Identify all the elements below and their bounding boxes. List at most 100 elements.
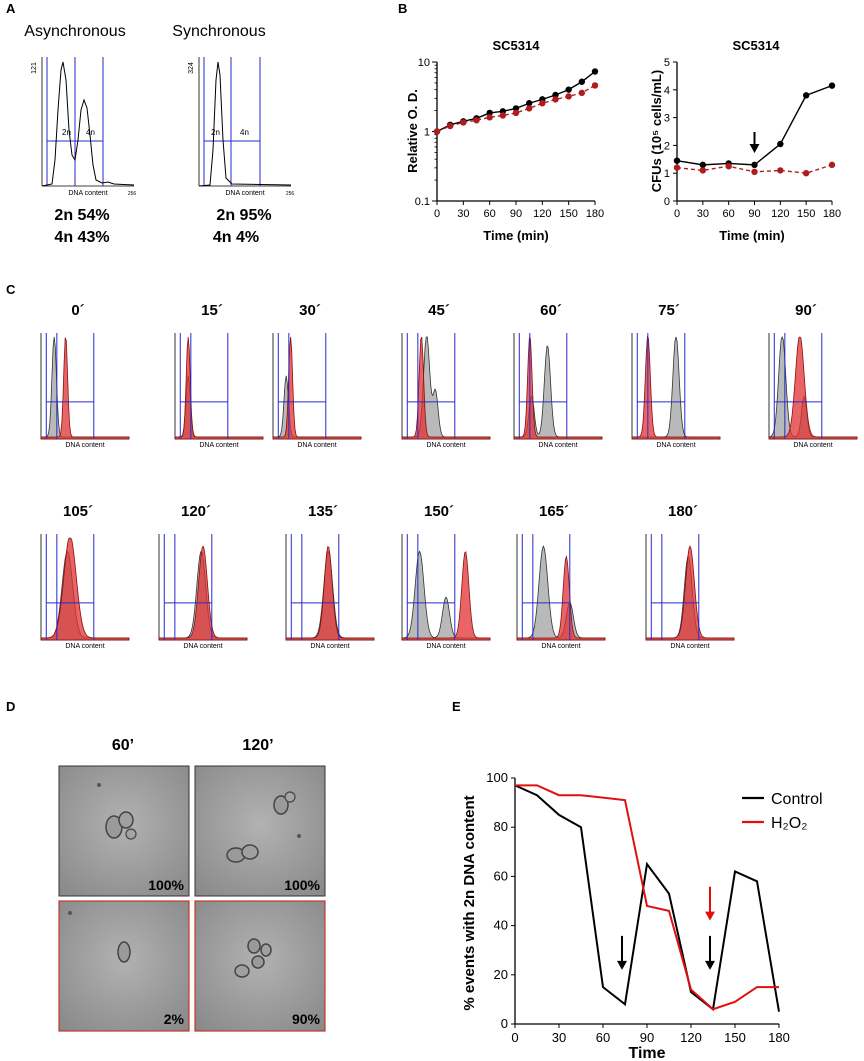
micrograph-control-60: 100% bbox=[58, 765, 190, 897]
data-point-h2o2 bbox=[578, 89, 586, 97]
histogram-xlabel: DNA content bbox=[656, 442, 695, 449]
x-tick-label: 120 bbox=[533, 208, 551, 220]
h2o2-distribution bbox=[513, 336, 603, 440]
y-tick-label: 0 bbox=[664, 196, 670, 208]
stat-2n-synchronous: 2n 95% bbox=[216, 207, 271, 224]
growth-chart-relative-od: 0 30 60 90 120 150 180 0.1 1 10 SC5314 Time (min) Re… bbox=[405, 38, 604, 243]
y-tick-label: 100 bbox=[486, 770, 508, 785]
x-tick-label: 120 bbox=[680, 1030, 702, 1045]
data-point-h2o2 bbox=[673, 164, 681, 171]
histogram-xmax-label: 256 bbox=[128, 191, 137, 197]
h2o2-distribution bbox=[40, 337, 130, 440]
data-point-h2o2 bbox=[828, 161, 836, 169]
arrow-head bbox=[705, 960, 715, 970]
data-point-control bbox=[828, 82, 836, 89]
timepoint-label: 75´ bbox=[658, 302, 680, 319]
h2o2-distribution bbox=[645, 545, 735, 641]
histogram-xlabel: DNA content bbox=[793, 442, 832, 449]
h2o2-distribution bbox=[272, 336, 362, 440]
histogram-time-4: 60´ DNA content bbox=[513, 302, 603, 449]
arrow-head bbox=[749, 144, 760, 153]
data-point-control bbox=[673, 157, 681, 164]
x-axis-label: Time bbox=[628, 1045, 665, 1061]
histogram-time-6: 90´ DNA content bbox=[768, 302, 858, 449]
panel-letter-a: A bbox=[6, 1, 16, 16]
histogram-trace bbox=[198, 61, 292, 187]
h2o2-distribution bbox=[516, 555, 606, 641]
x-tick-label: 150 bbox=[559, 208, 577, 220]
y-tick-label: 2 bbox=[664, 140, 670, 152]
x-tick-label: 30 bbox=[457, 208, 469, 220]
timepoint-label: 30´ bbox=[299, 302, 321, 319]
control-distribution bbox=[401, 550, 491, 641]
stat-4n-asynchronous: 4n 43% bbox=[54, 229, 109, 246]
data-point-h2o2 bbox=[433, 128, 441, 135]
h2o2-distribution bbox=[285, 546, 375, 641]
data-point-control bbox=[699, 161, 707, 169]
data-point-control bbox=[525, 100, 533, 107]
stat-2n-asynchronous: 2n 54% bbox=[54, 207, 109, 224]
h2o2-distribution bbox=[768, 336, 858, 440]
data-point-h2o2 bbox=[539, 100, 546, 107]
legend-label-control: Control bbox=[771, 791, 823, 808]
panel-letter-b: B bbox=[398, 1, 407, 16]
data-point-control bbox=[777, 140, 784, 148]
histogram-synchronous: 324 2n 4n DNA content 256 bbox=[188, 57, 294, 197]
micrograph-h2o2-120: 90% bbox=[194, 900, 326, 1032]
x-tick-label: 90 bbox=[748, 208, 760, 220]
y-tick-label: 0.1 bbox=[415, 196, 430, 208]
panel-letter-d: D bbox=[6, 699, 15, 714]
data-point-h2o2 bbox=[499, 112, 507, 119]
micrograph-h2o2-60: 2% bbox=[58, 900, 190, 1032]
h2o2-distribution bbox=[158, 545, 248, 641]
micrograph-percentage: 100% bbox=[148, 877, 184, 893]
stat-4n-synchronous: 4n 4% bbox=[213, 229, 259, 246]
y-tick-label: 1 bbox=[664, 168, 670, 180]
x-tick-label: 0 bbox=[434, 208, 440, 220]
histogram-time-8: 120´ DNA content bbox=[158, 503, 248, 650]
data-point-h2o2 bbox=[446, 122, 454, 130]
data-point-h2o2 bbox=[565, 93, 572, 100]
x-tick-label: 90 bbox=[640, 1030, 654, 1045]
histogram-time-5: 75´ DNA content bbox=[631, 302, 721, 449]
histogram-time-3: 45´ DNA content bbox=[401, 302, 491, 449]
data-point-control bbox=[578, 78, 586, 85]
micrograph-col-label-120: 120’ bbox=[242, 737, 273, 754]
timepoint-label: 60´ bbox=[540, 302, 562, 319]
h2o2-distribution bbox=[401, 551, 491, 641]
y-tick-label: 3 bbox=[664, 113, 670, 125]
histogram-xlabel: DNA content bbox=[538, 442, 577, 449]
data-point-h2o2 bbox=[591, 82, 599, 89]
y-tick-label: 20 bbox=[494, 967, 508, 982]
x-tick-label: 60 bbox=[596, 1030, 610, 1045]
data-point-control bbox=[591, 68, 599, 75]
data-point-h2o2 bbox=[699, 167, 707, 174]
data-point-h2o2 bbox=[473, 117, 480, 124]
data-point-control bbox=[751, 161, 758, 169]
data-point-h2o2 bbox=[802, 170, 810, 177]
panel-c-histogram-grid: 0´ DNA content 15´ DNA content 30´ DNA conten… bbox=[40, 302, 858, 650]
data-point-control bbox=[486, 109, 493, 117]
histogram-time-0: 0´ DNA content bbox=[40, 302, 130, 449]
y-tick-label: 80 bbox=[494, 819, 508, 834]
timepoint-label: 120´ bbox=[181, 503, 211, 520]
y-axis-label: Relative O. D. bbox=[405, 89, 420, 173]
data-point-control bbox=[565, 86, 572, 93]
histogram-time-12: 180´ DNA content bbox=[645, 503, 735, 650]
y-tick-label: 60 bbox=[494, 868, 508, 883]
data-point-h2o2 bbox=[486, 114, 493, 121]
y-axis-label: % events with 2n DNA content bbox=[461, 795, 478, 1010]
histogram-trace bbox=[41, 61, 135, 187]
timepoint-label: 45´ bbox=[428, 302, 450, 319]
x-tick-label: 120 bbox=[771, 208, 789, 220]
panel-letter-e: E bbox=[452, 699, 461, 714]
timepoint-label: 180´ bbox=[668, 503, 698, 520]
histogram-xlabel: DNA content bbox=[68, 190, 107, 197]
histogram-ymax-label: 324 bbox=[188, 62, 195, 74]
x-tick-label: 180 bbox=[586, 208, 604, 220]
panel-d: 60’ 120’ 100% 100% 2% bbox=[58, 737, 326, 1032]
histogram-title-synchronous: Synchronous bbox=[172, 23, 265, 40]
micrograph-col-label-60: 60’ bbox=[112, 737, 134, 754]
y-tick-label: 1 bbox=[424, 127, 430, 139]
